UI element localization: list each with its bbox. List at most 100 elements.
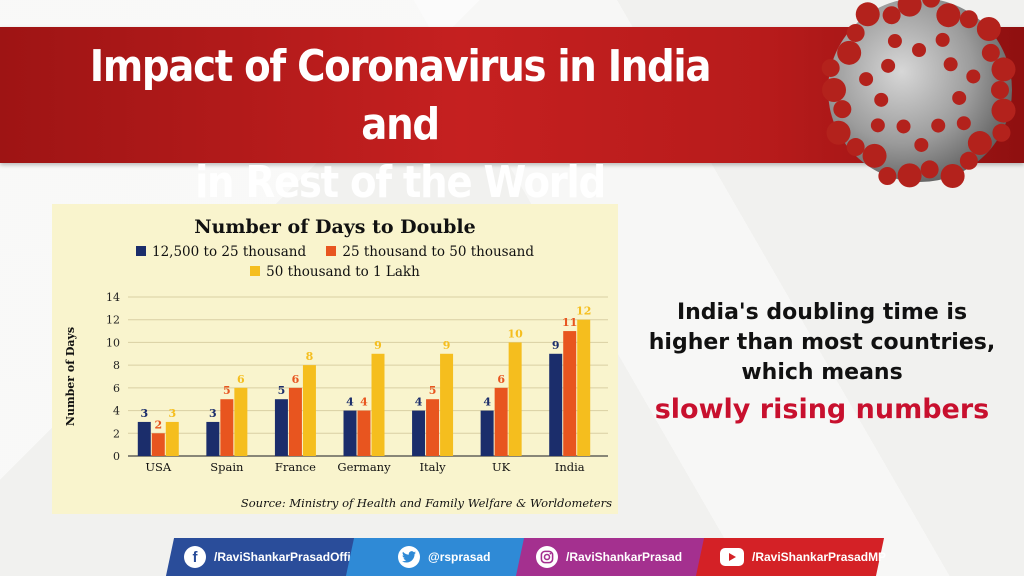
- virus-spike: [833, 100, 852, 119]
- legend-item: 50 thousand to 1 Lakh: [250, 264, 420, 280]
- data-label: 9: [552, 339, 560, 352]
- virus-spike: [920, 160, 939, 179]
- virus-spike: [821, 58, 840, 77]
- y-tick-label: 12: [106, 314, 120, 327]
- data-label: 8: [306, 350, 314, 363]
- bar: [220, 399, 234, 456]
- message-line-1: India's doubling time is: [676, 300, 968, 325]
- x-tick-label: USA: [145, 460, 172, 474]
- virus-spike: [837, 40, 862, 65]
- key-message: India's doubling time is higher than mos…: [640, 298, 1004, 430]
- y-tick-label: 8: [113, 359, 120, 372]
- bar: [480, 410, 494, 456]
- x-tick-label: Italy: [419, 460, 446, 474]
- data-label: 6: [237, 373, 245, 386]
- bar: [508, 342, 522, 456]
- bar: [426, 399, 440, 456]
- youtube-icon: [720, 548, 744, 566]
- social-youtube[interactable]: /RaviShankarPrasadMP: [695, 538, 886, 576]
- data-label: 5: [278, 384, 286, 397]
- data-label: 5: [429, 384, 437, 397]
- data-label: 3: [209, 407, 217, 420]
- virus-spike: [897, 0, 922, 17]
- virus-spike: [940, 164, 965, 189]
- social-facebook[interactable]: f/RaviShankarPrasadOfficial: [165, 538, 371, 576]
- virus-spike: [966, 69, 981, 84]
- bar: [206, 421, 220, 456]
- y-tick-label: 6: [113, 382, 120, 395]
- bar: [234, 387, 248, 456]
- bar: [357, 410, 371, 456]
- virus-spike: [976, 16, 1001, 41]
- bar: [274, 399, 288, 456]
- virus-spike: [846, 138, 865, 157]
- y-axis-label: Number of Days: [64, 327, 77, 426]
- data-label: 4: [346, 396, 354, 409]
- data-label: 11: [562, 316, 577, 329]
- data-label: 3: [140, 407, 148, 420]
- bar: [165, 421, 179, 456]
- bar: [371, 353, 385, 456]
- y-tick-label: 2: [113, 427, 120, 440]
- bar: [412, 410, 426, 456]
- message-line-2: higher than most countries,: [648, 330, 996, 355]
- virus-spike: [992, 123, 1011, 142]
- virus-spike: [859, 72, 874, 87]
- virus-spike: [959, 10, 978, 29]
- social-instagram[interactable]: /RaviShankarPrasad: [515, 538, 715, 576]
- virus-spike: [991, 98, 1016, 123]
- data-label: 12: [576, 305, 591, 318]
- chart-panel: Number of Days to Double 12,500 to 25 th…: [52, 204, 618, 514]
- legend-item: 25 thousand to 50 thousand: [326, 244, 534, 260]
- data-label: 4: [360, 396, 368, 409]
- virus-spike: [943, 57, 958, 72]
- x-tick-label: India: [555, 460, 585, 474]
- social-twitter[interactable]: @rsprasad: [345, 538, 535, 576]
- facebook-icon: f: [184, 546, 206, 568]
- message-line-3: which means: [741, 360, 903, 385]
- bar: [494, 387, 508, 456]
- virus-spike: [935, 32, 950, 47]
- data-label: 4: [415, 396, 423, 409]
- legend-item: 12,500 to 25 thousand: [136, 244, 306, 260]
- data-label: 9: [374, 339, 382, 352]
- virus-spike: [991, 57, 1016, 82]
- chart-source: Source: Ministry of Health and Family We…: [240, 496, 612, 510]
- virus-spike: [822, 78, 846, 102]
- data-label: 3: [168, 407, 176, 420]
- y-tick-label: 10: [106, 336, 120, 349]
- virus-spike: [862, 143, 887, 168]
- virus-spike: [826, 120, 851, 145]
- virus-spike: [855, 2, 880, 27]
- data-label: 5: [223, 384, 231, 397]
- bar: [440, 353, 454, 456]
- chart-legend-row-2: 50 thousand to 1 Lakh: [52, 264, 618, 280]
- virus-spike: [846, 23, 865, 42]
- virus-spike: [874, 92, 889, 107]
- bar: [563, 331, 577, 456]
- data-label: 4: [483, 396, 491, 409]
- title-line-2: in Rest of the World: [195, 157, 606, 208]
- y-tick-label: 14: [106, 291, 120, 304]
- data-label: 2: [154, 418, 162, 431]
- virus-spike: [878, 167, 897, 186]
- chart-title: Number of Days to Double: [194, 216, 476, 238]
- virus-spike: [991, 81, 1009, 99]
- virus-spike: [922, 0, 940, 8]
- legend-swatch: [250, 266, 261, 276]
- legend-swatch: [136, 246, 146, 256]
- x-tick-label: Germany: [337, 460, 391, 474]
- data-label: 6: [292, 373, 300, 386]
- bar: [343, 410, 357, 456]
- virus-spike: [981, 43, 1000, 62]
- chart-legend: 12,500 to 25 thousand 25 thousand to 50 …: [52, 244, 618, 260]
- social-handle: /RaviShankarPrasad: [566, 550, 683, 564]
- virus-spike: [952, 90, 967, 105]
- virus-spike: [931, 118, 946, 133]
- y-tick-label: 4: [113, 405, 120, 418]
- data-label: 6: [497, 373, 505, 386]
- y-tick-label: 0: [113, 450, 120, 463]
- social-handle: /RaviShankarPrasadOfficial: [214, 550, 371, 564]
- data-label: 9: [443, 339, 451, 352]
